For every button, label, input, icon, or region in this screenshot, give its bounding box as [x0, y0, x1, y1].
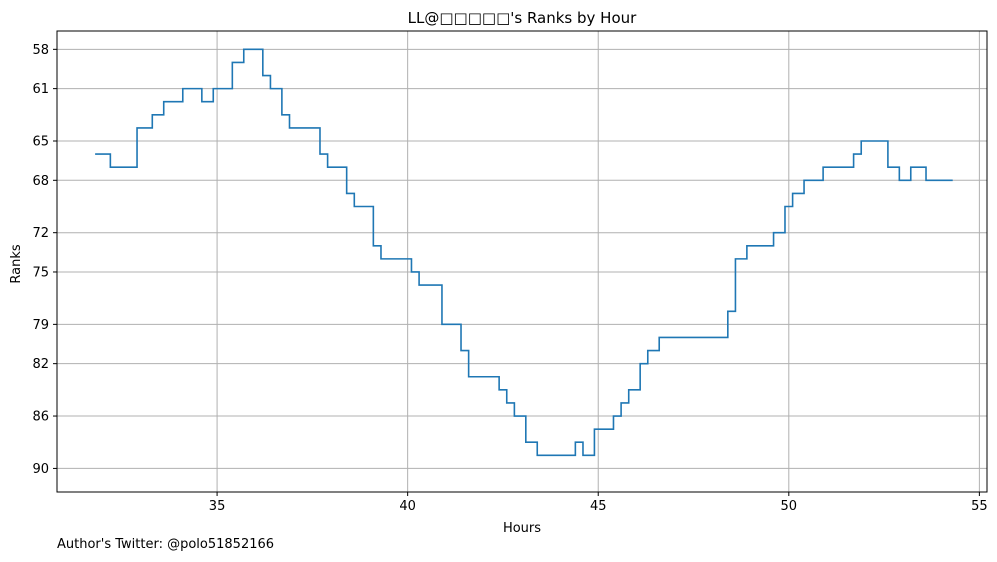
y-tick-label: 58 [32, 43, 49, 58]
series-layer [95, 48, 953, 457]
plot-area [56, 30, 988, 493]
rank-series-line [95, 48, 953, 457]
x-axis: 35 40 45 50 55 [209, 492, 988, 514]
x-tick-label: 35 [209, 499, 226, 514]
x-tick-label: 40 [399, 499, 416, 514]
y-tick-label: 82 [32, 357, 49, 372]
x-tick-label: 55 [971, 499, 988, 514]
y-tick-label: 90 [32, 462, 49, 477]
y-tick-label: 65 [32, 135, 49, 150]
y-tick-label: 79 [32, 318, 49, 333]
chart-title: LL@□□□□□'s Ranks by Hour [408, 9, 637, 27]
y-tick-label: 68 [32, 174, 49, 189]
y-axis: 58 61 65 68 72 75 79 82 86 90 [32, 43, 57, 477]
y-tick-label: 86 [32, 410, 49, 425]
x-axis-label: Hours [503, 521, 541, 536]
x-tick-label: 50 [781, 499, 798, 514]
y-tick-label: 75 [32, 265, 49, 280]
y-tick-label: 72 [32, 226, 49, 241]
y-axis-label: Ranks [9, 244, 24, 283]
y-tick-label: 61 [32, 82, 49, 97]
author-credit: Author's Twitter: @polo51852166 [57, 537, 275, 552]
x-tick-label: 45 [590, 499, 607, 514]
